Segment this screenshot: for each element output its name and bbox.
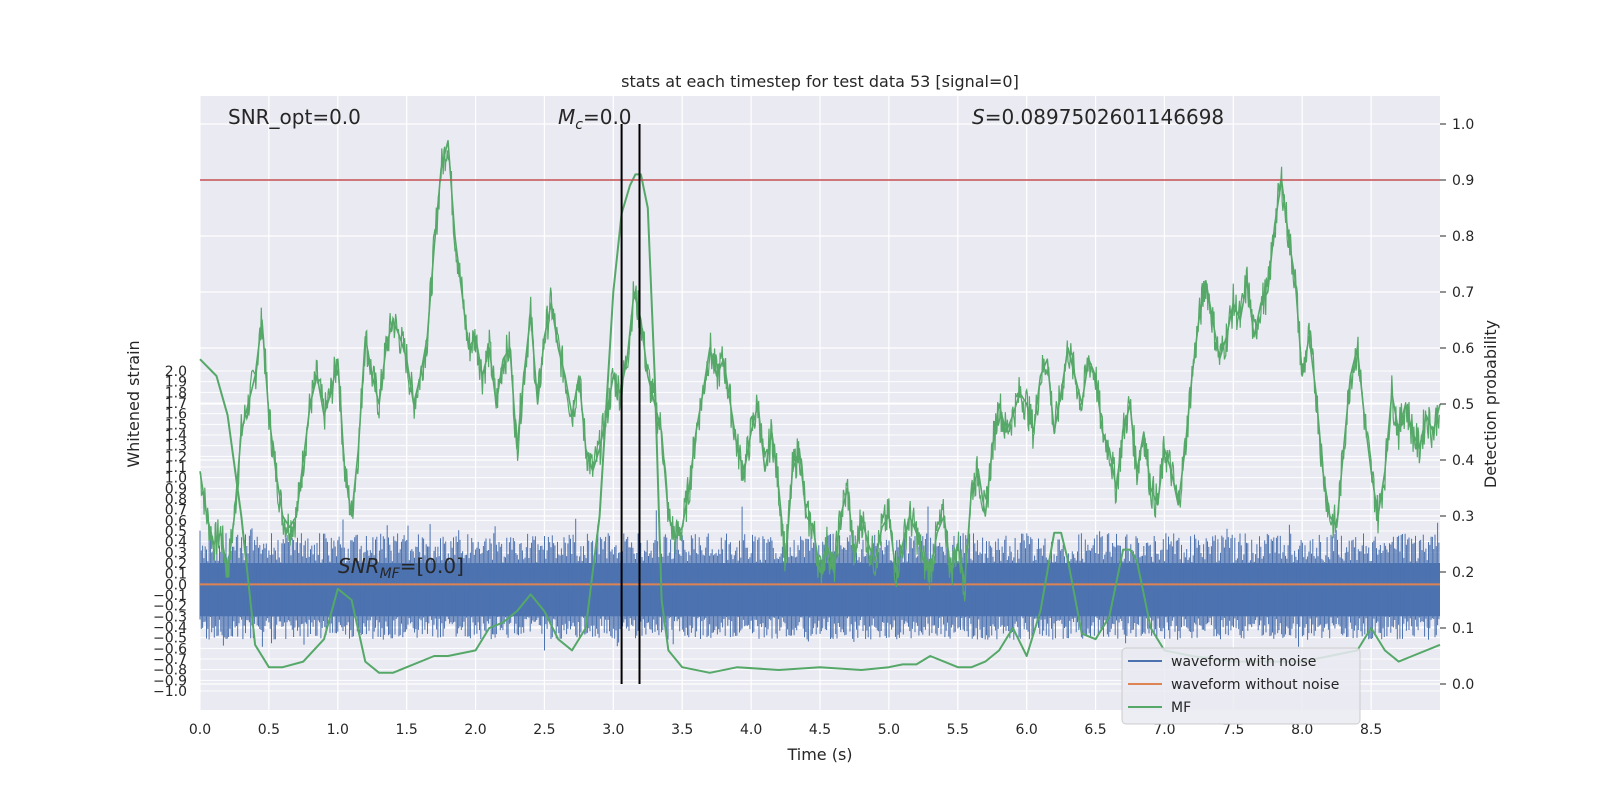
y-right-tick-label: 1.0	[1452, 117, 1474, 133]
y-right-tick-label: 0.9	[1452, 173, 1474, 189]
y-left-tick-label: 1.1	[165, 460, 187, 476]
y-left-tick-label: 2.0	[165, 364, 187, 380]
y-right-axis-ticks: 1.0 0.9 0.8 0.7 0.6 0.5 0.4 0.3 0.2 0.1 0.0	[1440, 117, 1474, 693]
x-tick-label: 3.5	[671, 722, 693, 738]
x-tick-label: 2.5	[533, 722, 555, 738]
y-left-tick-label: 1.9	[165, 375, 187, 391]
y-left-tick-label: 1.6	[165, 407, 187, 423]
y-left-tick-label: −0.5	[153, 631, 187, 647]
x-tick-label: 8.0	[1291, 722, 1313, 738]
x-tick-label: 7.5	[1222, 722, 1244, 738]
legend: waveform with noise waveform without noi…	[1121, 647, 1361, 725]
x-tick-label: 3.0	[602, 722, 624, 738]
legend-label-mf: MF	[1171, 700, 1191, 716]
y-left-tick-label: −0.3	[153, 609, 187, 625]
y-left-tick-label: 0.4	[165, 535, 187, 551]
y-left-tick-label: 1.0	[165, 471, 187, 487]
y-left-tick-label: 0.7	[165, 503, 187, 519]
x-tick-label: 1.5	[396, 722, 418, 738]
x-tick-label: 8.5	[1360, 722, 1382, 738]
x-tick-label: 6.5	[1084, 722, 1106, 738]
legend-label-clean: waveform without noise	[1171, 677, 1339, 693]
mf-smooth-line	[199, 173, 1441, 674]
x-tick-label: 7.0	[1153, 722, 1175, 738]
y-left-tick-label: 0.2	[165, 556, 187, 572]
y-left-tick-label: 0.8	[165, 492, 187, 508]
y-right-tick-label: 0.4	[1452, 453, 1474, 469]
x-tick-label: 0.5	[258, 722, 280, 738]
y-left-tick-label: 0.6	[165, 513, 187, 529]
x-tick-label: 2.0	[464, 722, 486, 738]
x-tick-label: 1.0	[327, 722, 349, 738]
y-left-tick-label: 1.5	[165, 417, 187, 433]
x-tick-label: 6.0	[1016, 722, 1038, 738]
y-right-tick-label: 0.8	[1452, 229, 1474, 245]
y-right-tick-label: 0.1	[1452, 621, 1474, 637]
y-left-tick-label: −0.2	[153, 599, 187, 615]
y-right-tick-label: 0.0	[1452, 677, 1474, 693]
x-tick-label: 5.0	[878, 722, 900, 738]
y-right-axis-label: Detection probability	[1481, 320, 1500, 488]
y-left-tick-label: −0.8	[153, 663, 187, 679]
chirp-mass-annotation: Mc=0.0	[558, 105, 632, 133]
x-tick-label: 0.0	[189, 722, 211, 738]
y-left-tick-label: 0.1	[165, 567, 187, 583]
chart-title: stats at each timestep for test data 53 …	[621, 72, 1019, 91]
y-left-tick-label: −0.1	[153, 588, 187, 604]
y-left-axis-ticks: 2.01.91.81.71.61.51.41.31.21.11.00.90.80…	[153, 364, 187, 700]
y-left-tick-label: 0.5	[165, 524, 187, 540]
y-left-tick-label: 1.7	[165, 396, 187, 412]
noise-spikes	[199, 506, 1440, 651]
x-tick-label: 5.5	[947, 722, 969, 738]
vertical-markers	[620, 124, 641, 684]
snr-opt-annotation: SNR_opt=0.0	[228, 105, 361, 129]
x-axis-ticks: 0.0 0.5 1.0 1.5 2.0 2.5 3.0 3.5 4.0 4.5 5.0 5.5 6.0 6…	[189, 722, 1382, 738]
y-left-tick-label: 0.3	[165, 545, 187, 561]
y-left-tick-label: −0.4	[153, 620, 187, 636]
x-tick-label: 4.0	[740, 722, 762, 738]
y-left-tick-label: −0.6	[153, 641, 187, 657]
legend-label-noise: waveform with noise	[1171, 654, 1316, 670]
y-left-tick-label: 1.8	[165, 385, 187, 401]
y-left-tick-label: 1.4	[165, 428, 187, 444]
y-left-axis-label: Whitened strain	[124, 340, 143, 467]
y-left-tick-label: −0.7	[153, 652, 187, 668]
snr-mf-annotation: SNRMF=[0.0]	[338, 554, 464, 582]
mf-noisy-jitter	[199, 146, 1440, 602]
y-left-tick-label: −0.9	[153, 673, 187, 689]
y-right-tick-label: 0.5	[1452, 397, 1474, 413]
y-right-tick-label: 0.3	[1452, 509, 1474, 525]
x-axis-label: Time (s)	[786, 745, 852, 764]
y-left-tick-label: 0.0	[165, 577, 187, 593]
y-right-tick-label: 0.2	[1452, 565, 1474, 581]
y-left-tick-label: −1.0	[153, 684, 187, 700]
y-right-tick-label: 0.6	[1452, 341, 1474, 357]
s-statistic-annotation: S=0.0897502601146698	[972, 105, 1224, 129]
mf-series	[199, 140, 1441, 674]
legend-box	[1121, 647, 1361, 725]
x-tick-label: 4.5	[809, 722, 831, 738]
y-left-tick-label: 1.3	[165, 439, 187, 455]
y-left-tick-label: 1.2	[165, 449, 187, 465]
y-left-tick-label: 0.9	[165, 481, 187, 497]
y-right-tick-label: 0.7	[1452, 285, 1474, 301]
